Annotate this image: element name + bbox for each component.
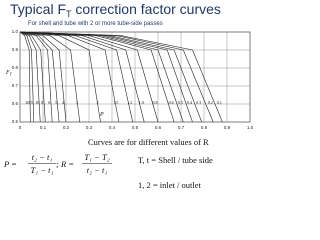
curve bbox=[19, 31, 133, 123]
curve-label: 3 bbox=[76, 100, 78, 105]
curve bbox=[19, 31, 46, 123]
curve bbox=[19, 31, 41, 123]
y-tick-label: 0.7 bbox=[12, 83, 19, 88]
curve-label: 2 bbox=[97, 100, 99, 105]
curve-label: 10 bbox=[35, 100, 39, 105]
x-tick-label: 0.7 bbox=[178, 125, 185, 130]
x-tick-label: 0.1 bbox=[40, 125, 47, 130]
curve-label: 5 bbox=[55, 100, 57, 105]
x-tick-label: 0.4 bbox=[109, 125, 116, 130]
title-subscript: T bbox=[66, 9, 72, 19]
x-tick-label: 0.6 bbox=[155, 125, 162, 130]
x-axis-label: P bbox=[99, 112, 104, 118]
slide: Typical FT correction factor curves For … bbox=[3, 1, 254, 190]
formula-text: T₁ − t₁ bbox=[31, 165, 54, 175]
curve-label: 1.0 bbox=[139, 100, 144, 105]
curve-label: 1.2 bbox=[127, 100, 132, 105]
curve-label: 4 bbox=[62, 100, 64, 105]
title-run: correction factor curves bbox=[72, 1, 221, 17]
y-tick-label: 0.6 bbox=[12, 101, 19, 106]
legend-line: 1, 2 = inlet / outlet bbox=[138, 180, 202, 190]
x-tick-label: 0 bbox=[19, 125, 22, 130]
curve bbox=[19, 31, 145, 123]
curve-label: 0.5 bbox=[178, 100, 183, 105]
y-label-run: F bbox=[5, 70, 10, 76]
formula-text: ; R = bbox=[56, 159, 74, 169]
curve-label: 1.5 bbox=[113, 100, 118, 105]
curve-label: 0.6 bbox=[169, 100, 174, 105]
curve bbox=[19, 31, 31, 123]
curve bbox=[19, 31, 67, 123]
curve-label: 0.1 bbox=[217, 100, 222, 105]
formula-text: P = bbox=[3, 159, 17, 169]
curve-label: 0.2 bbox=[208, 100, 213, 105]
chart-subtitle: For shell and tube with 2 or more tube-s… bbox=[28, 21, 163, 27]
y-tick-label: 0.5 bbox=[12, 119, 19, 124]
legend-line: T, t = Shell / tube side bbox=[138, 155, 213, 165]
x-tick-label: 0.5 bbox=[132, 125, 139, 130]
curve-label: 8 bbox=[41, 100, 43, 105]
y-label-subscript: T bbox=[10, 72, 13, 77]
curve bbox=[19, 31, 53, 123]
formula-text: t₂ − t₁ bbox=[32, 152, 53, 162]
curve-label: 0.3 bbox=[196, 100, 201, 105]
formula-text: t₂ − t₁ bbox=[87, 165, 108, 175]
chart-title: Typical FT correction factor curves bbox=[10, 1, 221, 19]
curve bbox=[19, 31, 35, 123]
x-tick-label: 0.9 bbox=[224, 125, 231, 130]
curve bbox=[19, 31, 193, 123]
curve bbox=[19, 31, 101, 123]
y-tick-label: 1.0 bbox=[12, 29, 19, 34]
curve-label: 20 bbox=[25, 100, 29, 105]
note: Curves are for different values of R bbox=[88, 137, 209, 147]
y-axis-label: FT bbox=[5, 70, 13, 77]
curve-label: 6 bbox=[48, 100, 50, 105]
curve-label: 0.8 bbox=[153, 100, 158, 105]
curve bbox=[19, 31, 223, 123]
curve-label: 0.4 bbox=[187, 100, 192, 105]
y-tick-label: 0.9 bbox=[12, 47, 19, 52]
curve-label: 15 bbox=[29, 100, 33, 105]
curve bbox=[19, 31, 81, 123]
curve bbox=[19, 31, 202, 123]
formula: P = t₂ − t₁ T₁ − t₁ ; R = T₁ − T₂ t₂ − t… bbox=[3, 152, 112, 175]
x-tick-label: 1.0 bbox=[247, 125, 254, 130]
formula-text: T₁ − T₂ bbox=[84, 152, 109, 162]
title-run: Typical F bbox=[10, 1, 66, 17]
curve bbox=[19, 31, 60, 123]
x-tick-label: 0.3 bbox=[86, 125, 93, 130]
x-tick-label: 0.8 bbox=[201, 125, 208, 130]
y-tick-label: 0.8 bbox=[12, 65, 19, 70]
x-tick-label: 0.2 bbox=[63, 125, 70, 130]
